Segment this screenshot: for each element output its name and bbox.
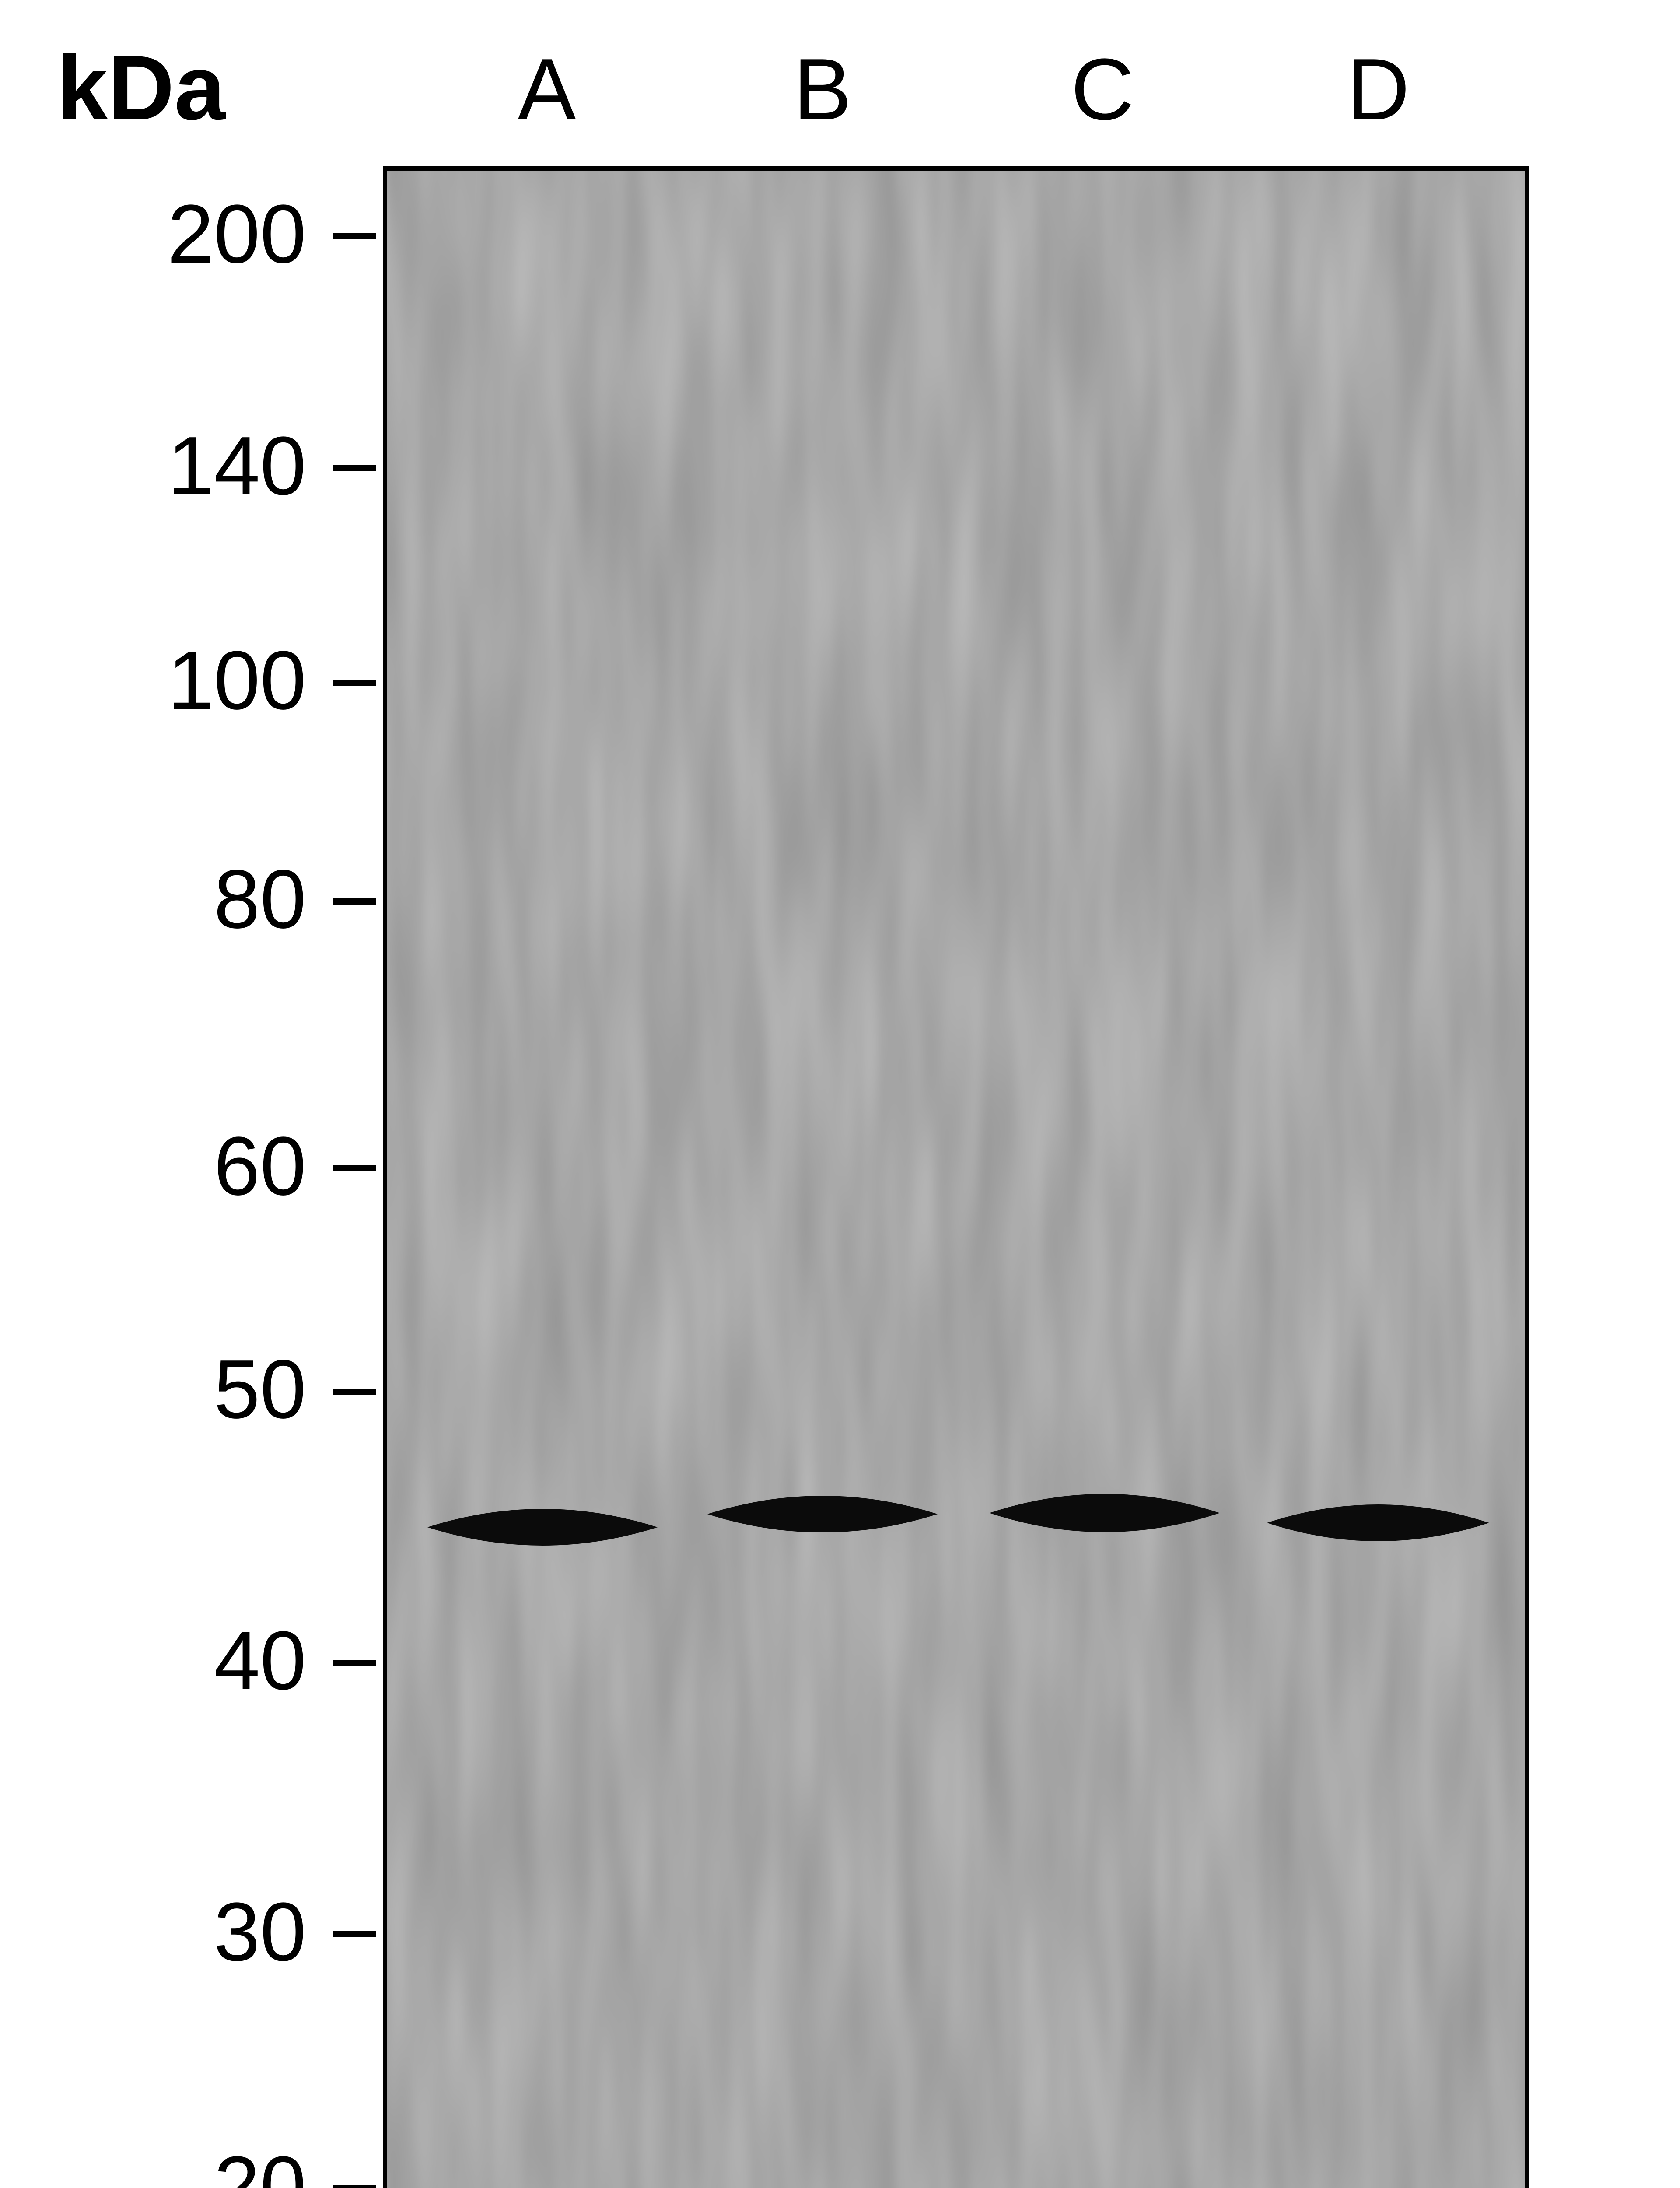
protein-band (1260, 1497, 1496, 1549)
y-tick-mark (332, 1389, 376, 1395)
y-tick-label: 60 (0, 1119, 306, 1214)
y-tick-mark (332, 898, 376, 905)
y-tick-mark (332, 233, 376, 239)
protein-band (700, 1488, 945, 1540)
y-tick-mark (332, 1931, 376, 1937)
lane-label: B (757, 39, 888, 140)
y-tick-mark (332, 465, 376, 471)
y-tick-label: 30 (0, 1884, 306, 1980)
western-blot-figure: kDa A B C D 200 140 100 80 60 50 40 30 20 (0, 0, 1680, 2188)
protein-band (982, 1486, 1227, 1540)
y-tick-label: 20 (0, 2138, 306, 2188)
lane-label: D (1312, 39, 1444, 140)
y-tick-label: 50 (0, 1342, 306, 1437)
lane-label: C (1037, 39, 1168, 140)
protein-band (420, 1501, 665, 1553)
y-tick-mark (332, 2185, 376, 2188)
y-axis-unit-label: kDa (57, 35, 225, 141)
y-tick-mark (332, 680, 376, 686)
y-tick-label: 40 (0, 1613, 306, 1708)
y-tick-mark (332, 1660, 376, 1666)
y-tick-label: 140 (0, 418, 306, 514)
y-tick-label: 100 (0, 633, 306, 728)
y-tick-label: 80 (0, 852, 306, 947)
lane-label: A (481, 39, 612, 140)
y-tick-mark (332, 1165, 376, 1171)
gel-plot-area (383, 166, 1529, 2188)
y-tick-label: 200 (0, 186, 306, 282)
gel-background (383, 166, 1529, 2188)
